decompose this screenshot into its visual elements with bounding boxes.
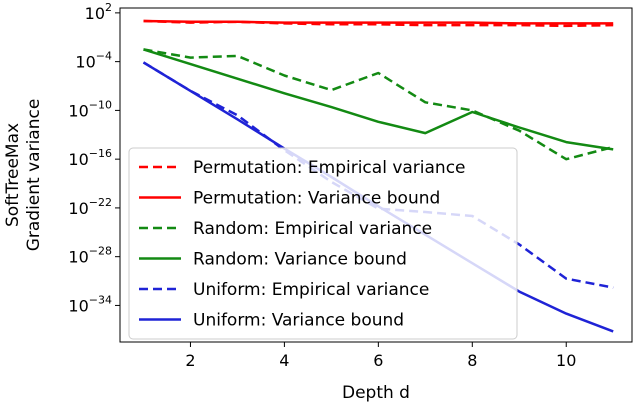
legend-label: Uniform: Variance bound [193, 311, 404, 331]
legend-label: Permutation: Empirical variance [193, 158, 466, 178]
legend-label: Uniform: Empirical variance [193, 280, 429, 300]
x-axis-label: Depth d [342, 383, 410, 403]
x-tick-label: 4 [279, 351, 289, 370]
series-line [142, 61, 614, 289]
x-tick-label: 6 [373, 351, 383, 370]
series-line [143, 48, 614, 151]
x-tick-label: 8 [467, 351, 477, 370]
plot-frame [119, 7, 633, 343]
series-line [143, 19, 614, 25]
legend: Permutation: Empirical variance Permutati… [128, 147, 518, 340]
x-tick-label: 10 [556, 351, 576, 370]
legend-box [128, 147, 518, 340]
legend-label: Random: Variance bound [193, 250, 407, 270]
series-line [143, 48, 614, 161]
y-tick-label: 10−34 [68, 293, 112, 315]
x-tick-label: 2 [185, 351, 195, 370]
y-axis-label-line-1: SoftTreeMax [3, 123, 23, 227]
y-tick-label: 10−4 [75, 50, 112, 72]
y-tick-label: 102 [85, 1, 112, 23]
y-tick-label: 10−28 [68, 245, 112, 267]
y-axis-label: SoftTreeMax Gradient variance [3, 99, 44, 252]
y-tick-label: 10−10 [68, 98, 112, 120]
y-tick-label: 10−16 [68, 147, 112, 169]
legend-label: Permutation: Variance bound [193, 189, 440, 209]
y-axis-label-line-2: Gradient variance [24, 99, 44, 252]
legend-label: Random: Empirical variance [193, 219, 432, 239]
y-tick-label: 10−22 [68, 196, 112, 218]
